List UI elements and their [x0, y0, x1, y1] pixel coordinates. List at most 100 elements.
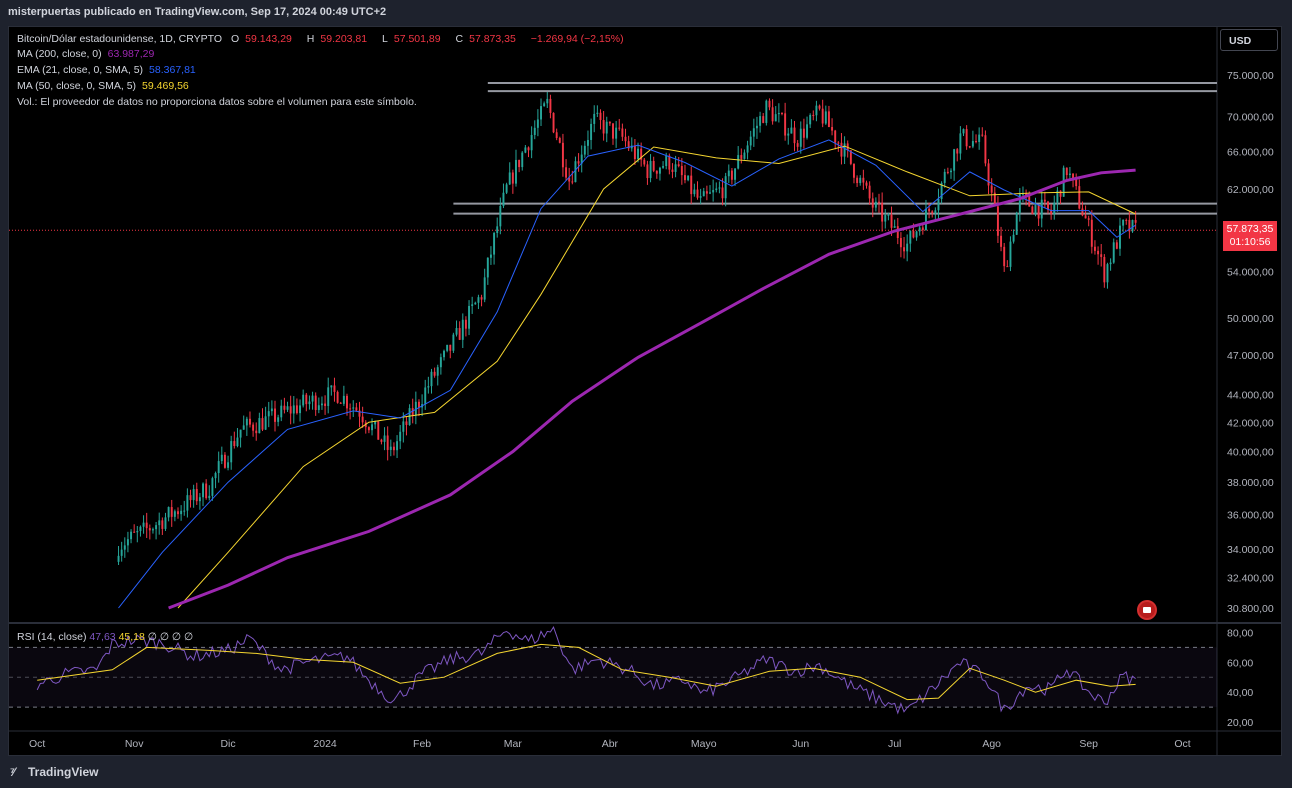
candle-body — [871, 198, 874, 208]
ma50-legend[interactable]: MA (50, close, 0, SMA, 5) 59.469,56 — [17, 80, 195, 92]
ma200-legend[interactable]: MA (200, close, 0) 63.987,29 — [17, 48, 160, 60]
candle-body — [655, 170, 658, 174]
candle-body — [671, 169, 674, 172]
candle-body — [252, 424, 255, 431]
candle-body — [430, 371, 433, 387]
candle-body — [734, 168, 737, 180]
candle-body — [640, 148, 643, 160]
candle-body — [126, 539, 129, 546]
rsi-ma-line — [37, 643, 1136, 701]
candle-body — [396, 441, 399, 451]
candle-body — [380, 439, 383, 442]
candle-body — [971, 141, 974, 147]
candle-body — [899, 238, 902, 248]
candle-body — [1106, 264, 1109, 283]
candle-body — [903, 247, 906, 252]
candle-body — [1053, 202, 1056, 215]
candle-body — [339, 402, 342, 404]
candle-body — [777, 112, 780, 115]
candle-body — [593, 113, 596, 124]
price-chart[interactable]: 75.000,0070.000,0066.000,0062.000,0058.0… — [9, 27, 1281, 755]
candle-body — [878, 201, 880, 203]
candle-body — [649, 160, 652, 179]
rsi-value: 47,63 — [89, 631, 116, 643]
candle-body — [627, 141, 630, 149]
candle-body — [117, 555, 120, 562]
candle-body — [286, 406, 289, 410]
ma50-label: MA (50, close, 0, SMA, 5) — [17, 80, 137, 92]
candle-body — [136, 531, 139, 533]
candle-body — [568, 177, 571, 182]
candle-body — [730, 170, 733, 180]
currency-button[interactable]: USD — [1220, 29, 1278, 51]
candle-body — [978, 134, 981, 142]
candle-body — [996, 206, 999, 236]
candle-body — [336, 391, 339, 403]
candle-body — [264, 416, 267, 430]
candle-body — [524, 147, 527, 153]
candle-body — [133, 531, 136, 533]
candle-body — [311, 395, 314, 402]
price-tick-label: 36.000,00 — [1227, 510, 1274, 522]
symbol-legend: Bitcoin/Dólar estadounidense, 1D, CRYPTO… — [17, 33, 630, 45]
candle-body — [358, 410, 361, 417]
candle-body — [399, 431, 402, 442]
candle-body — [702, 191, 705, 197]
candle-body — [874, 201, 877, 208]
volume-note: Vol.: El proveedor de datos no proporcio… — [17, 96, 417, 108]
candle-body — [993, 192, 996, 207]
candle-body — [1043, 199, 1046, 202]
us-flag-event-icon[interactable] — [1137, 600, 1157, 620]
candle-body — [840, 142, 843, 157]
rsi-legend[interactable]: RSI (14, close) 47,63 45,18 ∅ ∅ ∅ ∅ — [17, 631, 193, 643]
candle-body — [189, 495, 192, 501]
time-tick-label: Oct — [29, 738, 45, 750]
candle-body — [684, 175, 686, 181]
candle-body — [940, 182, 943, 200]
candle-body — [1034, 205, 1037, 215]
candle-body — [1075, 178, 1078, 187]
candle-body — [1065, 167, 1068, 176]
candle-body — [721, 187, 724, 199]
candle-body — [427, 386, 430, 388]
candle-body — [374, 421, 377, 425]
chart-frame[interactable]: 75.000,0070.000,0066.000,0062.000,0058.0… — [8, 26, 1282, 756]
candle-body — [718, 187, 721, 189]
candle-body — [508, 172, 511, 185]
price-tick-label: 42.000,00 — [1227, 417, 1274, 429]
candle-body — [555, 132, 558, 139]
candle-body — [202, 483, 205, 498]
candle-body — [774, 114, 777, 122]
candle-body — [283, 405, 286, 410]
candle-body — [912, 230, 915, 238]
candle-body — [255, 430, 258, 434]
candle-body — [1097, 250, 1100, 255]
candle-body — [827, 111, 830, 128]
tradingview-logo[interactable]: ⁷⁄ TradingView — [10, 765, 98, 779]
candle-body — [1009, 241, 1012, 267]
candle-body — [953, 149, 956, 171]
candle-body — [195, 489, 198, 502]
candle-body — [155, 525, 158, 530]
candle-body — [1119, 225, 1121, 249]
candle-body — [471, 304, 474, 306]
candle-body — [759, 116, 762, 126]
candle-body — [1037, 205, 1040, 219]
candle-body — [1090, 219, 1093, 247]
ema21-legend[interactable]: EMA (21, close, 0, SMA, 5) 58.367,81 — [17, 64, 202, 76]
candle-body — [261, 418, 264, 430]
open-label: O — [230, 33, 240, 45]
candle-body — [223, 454, 226, 468]
candle-body — [824, 111, 827, 124]
candle-body — [943, 171, 946, 183]
candle-body — [1122, 219, 1125, 226]
candle-body — [183, 510, 186, 512]
price-tick-label: 32.400,00 — [1227, 573, 1274, 585]
candle-body — [292, 405, 295, 414]
candle-body — [862, 177, 865, 183]
candle-body — [346, 395, 348, 409]
time-tick-label: Abr — [602, 738, 619, 750]
candle-body — [727, 170, 730, 177]
ma50-value: 59.469,56 — [142, 80, 189, 92]
candle-body — [633, 145, 636, 159]
